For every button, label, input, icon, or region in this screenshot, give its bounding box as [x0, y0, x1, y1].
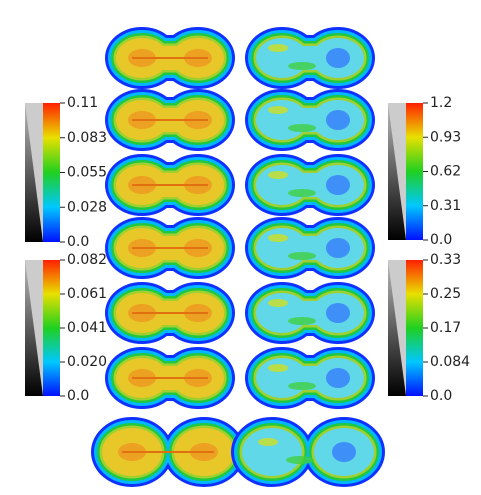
field-blob — [245, 347, 375, 409]
spot — [288, 252, 316, 260]
spot — [326, 368, 350, 388]
tick-label: 0.62 — [430, 164, 461, 180]
spot — [268, 106, 288, 114]
tick-label: 0.33 — [430, 252, 461, 268]
field-blob — [105, 89, 235, 151]
tick-label: 0.0 — [67, 388, 89, 404]
colorbar-shade — [25, 103, 43, 242]
tick-label: 0.061 — [67, 286, 107, 302]
tick-label: 1.2 — [430, 95, 452, 111]
field-blob — [105, 27, 235, 89]
tick-label: 0.028 — [67, 199, 107, 215]
tick-label: 0.083 — [67, 130, 107, 146]
spot — [326, 48, 350, 68]
spot — [258, 438, 278, 446]
field-blob — [105, 217, 235, 279]
spot — [332, 442, 356, 462]
field-blob — [245, 217, 375, 279]
colorbar-shade — [388, 260, 406, 396]
tick-label: 0.0 — [67, 234, 89, 250]
tick-label: 0.020 — [67, 354, 107, 370]
tick-label: 0.11 — [67, 95, 98, 111]
spot — [286, 456, 314, 464]
tick-label: 0.17 — [430, 320, 461, 336]
tick-label: 0.041 — [67, 320, 107, 336]
colorbar: 1.2 0.93 0.62 0.31 0.0 — [388, 95, 461, 248]
spot — [268, 364, 288, 372]
tick-label: 0.93 — [430, 129, 461, 145]
spot — [288, 382, 316, 390]
colorbar-colors — [406, 103, 423, 240]
tick-label: 0.31 — [430, 198, 461, 214]
spot — [326, 110, 350, 130]
spot — [268, 234, 288, 242]
colorbar-shade — [25, 260, 43, 396]
colorbar-colors — [43, 103, 60, 242]
colorbar-shade — [388, 103, 406, 240]
spot — [268, 299, 288, 307]
field-blob — [105, 282, 235, 344]
colorbar-colors — [43, 260, 60, 396]
spot — [326, 175, 350, 195]
field-blob — [245, 27, 375, 89]
field-blob — [231, 417, 385, 487]
field-blob — [245, 154, 375, 216]
spot — [326, 303, 350, 323]
colorbar-colors — [406, 260, 423, 396]
tick-label: 0.0 — [430, 232, 452, 248]
tick-label: 0.084 — [430, 354, 470, 370]
field-blob — [245, 89, 375, 151]
colorbar: 0.11 0.083 0.055 0.028 0.0 — [25, 95, 107, 250]
spot — [288, 124, 316, 132]
tick-label: 0.0 — [430, 388, 452, 404]
field-blob — [105, 347, 235, 409]
colorbar: 0.33 0.25 0.17 0.084 0.0 — [388, 252, 470, 404]
lobe — [242, 428, 302, 476]
colorbar: 0.082 0.061 0.041 0.020 0.0 — [25, 252, 107, 404]
spot — [326, 238, 350, 258]
tick-label: 0.082 — [67, 252, 107, 268]
spot — [288, 62, 316, 70]
field-blob — [105, 154, 235, 216]
field-blob — [91, 417, 245, 487]
tick-label: 0.25 — [430, 286, 461, 302]
field-blob — [245, 282, 375, 344]
spot — [288, 317, 316, 325]
spot — [268, 44, 288, 52]
spot — [288, 189, 316, 197]
spot — [268, 171, 288, 179]
tick-label: 0.055 — [67, 165, 107, 181]
